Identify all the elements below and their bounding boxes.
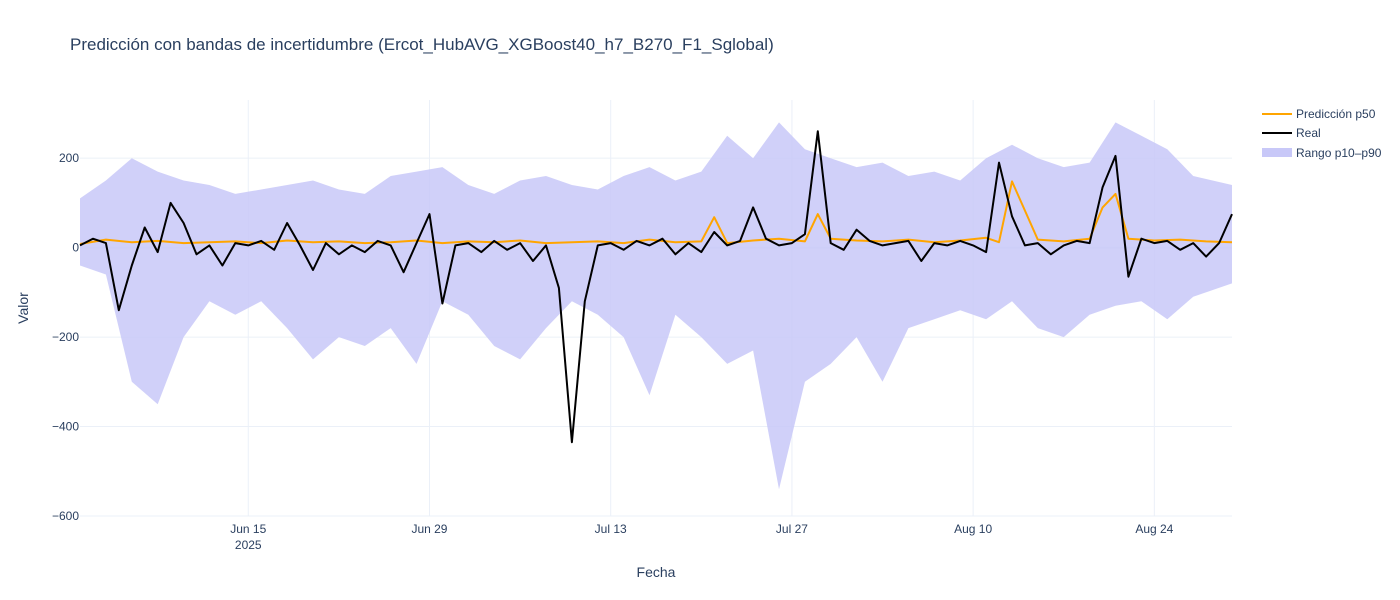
p50-layer xyxy=(79,180,1233,245)
y-tick-label: −400 xyxy=(52,420,79,434)
y-tick-label: −600 xyxy=(52,509,79,523)
legend-item-p50[interactable]: Predicción p50 xyxy=(1262,107,1376,121)
band-p10-p90 xyxy=(80,122,1232,490)
x-axis-label: Fecha xyxy=(637,564,676,580)
x-axis-ticks: Jun 15 2025 Jun 29 Jul 13 Jul 27 Aug 10 Aug 24 xyxy=(230,522,1173,552)
legend-item-real[interactable]: Real xyxy=(1262,126,1321,140)
x-tick-label: Jul 27 xyxy=(776,522,808,536)
x-tick-label: Jun 29 xyxy=(411,522,447,536)
y-axis-ticks: 200 0 −200 −400 −600 xyxy=(52,151,79,523)
x-tick-label: Jul 13 xyxy=(595,522,627,536)
x-tick-label: Jun 15 xyxy=(230,522,266,536)
y-tick-label: −200 xyxy=(52,330,79,344)
legend-item-band[interactable]: Rango p10–p90 xyxy=(1262,146,1382,160)
legend-swatch-band xyxy=(1262,148,1292,157)
chart-title: Predicción con bandas de incertidumbre (… xyxy=(70,35,774,54)
legend-label-p50: Predicción p50 xyxy=(1296,107,1376,121)
y-tick-label: 200 xyxy=(59,151,79,165)
legend-label-real: Real xyxy=(1296,126,1321,140)
legend[interactable]: Predicción p50 Real Rango p10–p90 xyxy=(1262,107,1382,160)
x-tick-label: Aug 10 xyxy=(954,522,992,536)
real-layer xyxy=(79,130,1233,444)
y-tick-label: 0 xyxy=(72,241,79,255)
band-layer xyxy=(80,122,1232,490)
y-axis-label: Valor xyxy=(15,292,31,324)
x-tick-sublabel: 2025 xyxy=(235,538,262,552)
legend-label-band: Rango p10–p90 xyxy=(1296,146,1382,160)
p50-series-line xyxy=(79,180,1233,245)
x-tick-label: Aug 24 xyxy=(1135,522,1173,536)
real-series-line xyxy=(79,130,1233,444)
